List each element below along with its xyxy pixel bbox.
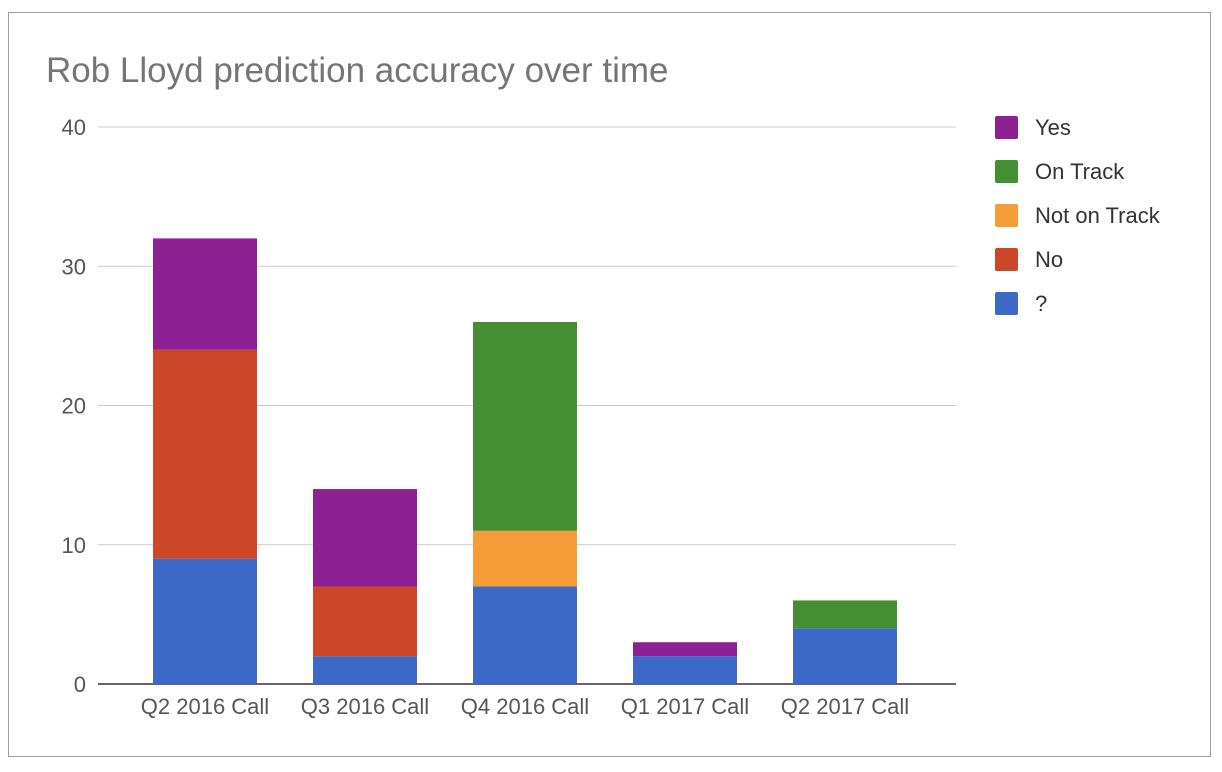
y-tick-label: 30 [62, 254, 86, 279]
legend-label: On Track [1035, 159, 1125, 184]
bar-segment-yes [313, 489, 417, 587]
y-tick-label: 40 [62, 115, 86, 140]
x-tick-label: Q3 2016 Call [301, 694, 429, 719]
legend-swatch [995, 292, 1018, 315]
bar-segment-unknown [153, 558, 257, 684]
bar-segment-unknown [633, 656, 737, 684]
bar-segment-not-on-track [473, 530, 577, 587]
y-axis-ticks: 0 10 20 30 40 [62, 115, 86, 697]
bar-segment-yes [633, 642, 737, 657]
x-tick-label: Q4 2016 Call [461, 694, 589, 719]
legend-label: No [1035, 247, 1063, 272]
bar-segment-no [153, 349, 257, 559]
y-tick-label: 20 [62, 394, 86, 419]
bar-segment-yes [153, 238, 257, 350]
x-tick-label: Q2 2017 Call [781, 694, 909, 719]
y-tick-label: 0 [74, 672, 86, 697]
bar-segment-on-track [793, 600, 897, 629]
legend-label: ? [1035, 291, 1047, 316]
y-tick-label: 10 [62, 533, 86, 558]
legend-swatch [995, 160, 1018, 183]
legend-swatch [995, 116, 1018, 139]
legend-swatch [995, 248, 1018, 271]
x-tick-label: Q1 2017 Call [621, 694, 749, 719]
legend-swatch [995, 204, 1018, 227]
chart-title: Rob Lloyd prediction accuracy over time [46, 51, 669, 90]
legend: Yes On Track Not on Track No? [995, 115, 1161, 316]
x-tick-label: Q2 2016 Call [141, 694, 269, 719]
bar-segment-on-track [473, 321, 577, 531]
legend-label: Not on Track [1035, 203, 1161, 228]
bar-segment-unknown [473, 586, 577, 684]
legend-label: Yes [1035, 115, 1071, 140]
bar-segment-unknown [313, 656, 417, 684]
bar-segment-no [313, 586, 417, 657]
x-axis-ticks: Q2 2016 Call Q3 2016 Call Q4 2016 Call Q1 2… [141, 694, 909, 719]
bar-segment-unknown [793, 628, 897, 684]
bars [153, 238, 897, 684]
